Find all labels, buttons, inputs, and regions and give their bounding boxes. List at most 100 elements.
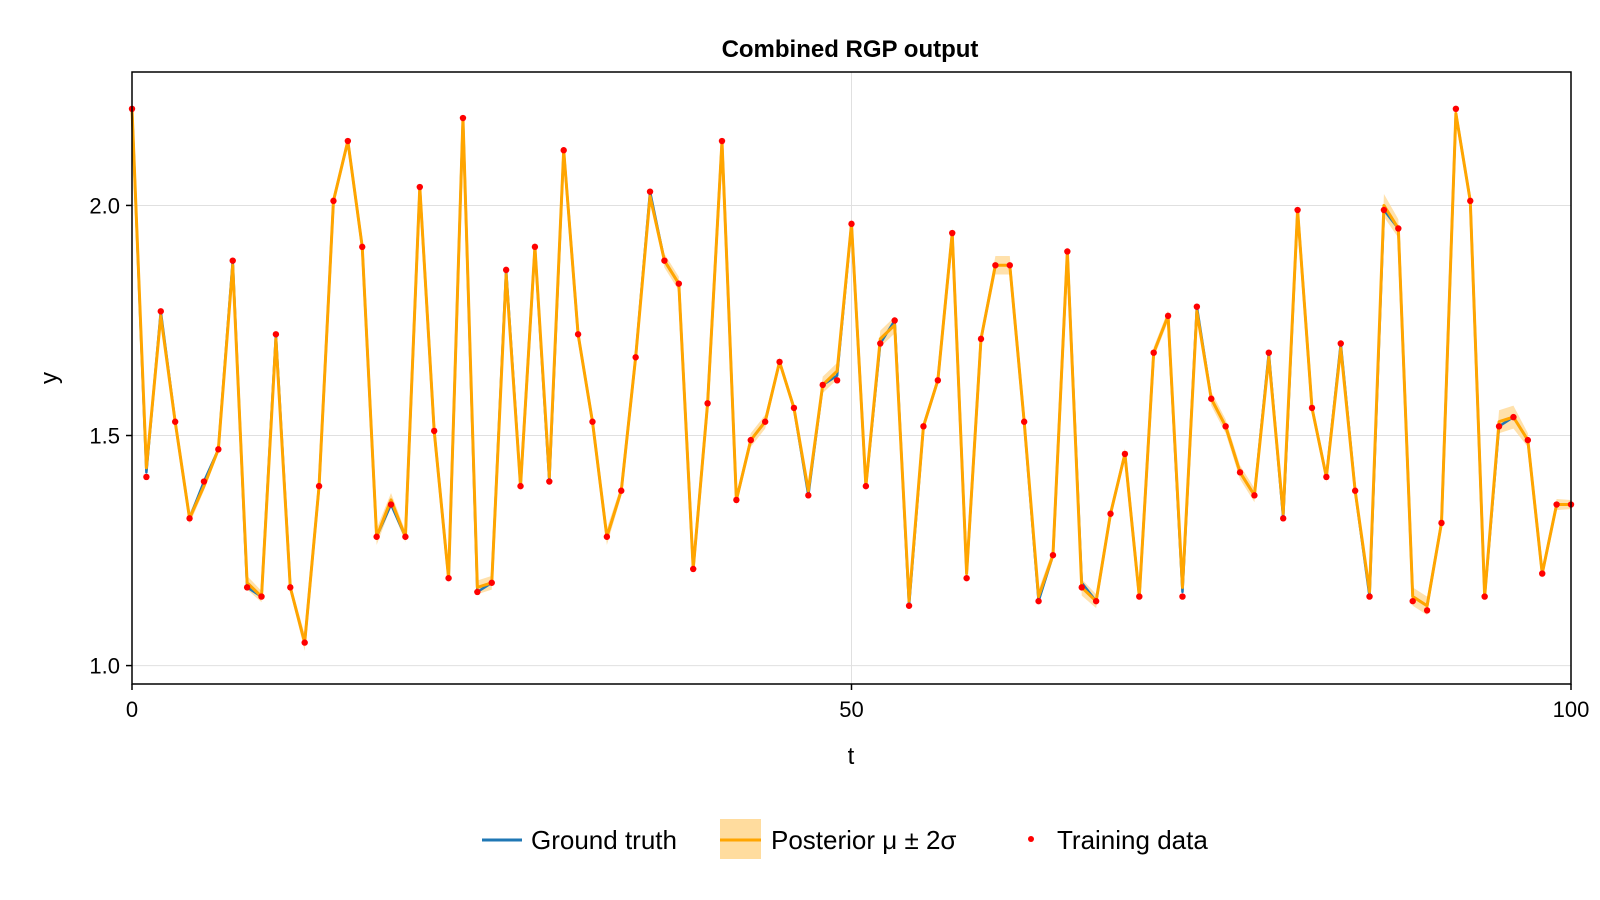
training-point [819, 381, 826, 389]
training-point [704, 400, 711, 407]
training-point [1136, 593, 1143, 600]
training-point [215, 446, 222, 453]
training-point [330, 197, 337, 205]
training-point [1193, 303, 1201, 310]
training-point [186, 515, 193, 522]
training-point [992, 262, 999, 269]
training-point [1553, 501, 1560, 508]
training-point [1351, 487, 1359, 494]
training-point [977, 335, 985, 343]
training-point [1092, 597, 1100, 605]
training-point [661, 257, 668, 264]
training-point [1251, 492, 1258, 499]
y-tick-label: 1.0 [89, 654, 120, 679]
training-point [618, 487, 625, 494]
training-point [733, 496, 740, 504]
training-point [344, 137, 352, 145]
training-point [963, 574, 970, 582]
training-point [373, 533, 380, 540]
training-point [675, 280, 683, 287]
training-point [1078, 584, 1085, 591]
training-point [646, 188, 654, 195]
training-point [934, 377, 942, 384]
training-point [474, 588, 481, 596]
training-point [560, 147, 567, 154]
legend: Ground truth Posterior μ ± 2σ Training d… [482, 819, 1208, 859]
training-point [632, 354, 639, 361]
training-point [258, 593, 265, 600]
training-point [1409, 597, 1416, 605]
training-point [445, 574, 452, 582]
y-tick-label: 2.0 [89, 193, 120, 218]
training-point [157, 308, 164, 315]
training-point [862, 482, 870, 490]
training-point [1452, 105, 1460, 113]
x-tick-label: 100 [1553, 697, 1590, 722]
x-tick-label: 0 [126, 697, 138, 722]
training-point [1380, 206, 1388, 214]
training-point [1294, 206, 1301, 214]
training-point [1438, 519, 1445, 527]
training-point [603, 533, 611, 540]
training-point [1481, 593, 1488, 600]
training-point [1121, 450, 1129, 458]
training-point [1280, 515, 1287, 522]
training-point [1467, 197, 1474, 205]
training-point [1107, 510, 1114, 517]
training-point [1035, 597, 1042, 605]
training-point [517, 482, 524, 490]
training-point [430, 427, 438, 435]
training-point [1308, 404, 1316, 412]
training-point [1323, 473, 1330, 481]
training-point [502, 266, 510, 274]
training-point [690, 565, 697, 573]
training-point [877, 340, 884, 347]
training-point [1150, 349, 1157, 356]
training-point [315, 482, 323, 490]
legend-label-ground-truth: Ground truth [531, 825, 677, 855]
training-point [1495, 423, 1503, 430]
training-point [949, 229, 956, 237]
y-tick-label: 1.5 [89, 424, 120, 449]
training-point [1337, 340, 1344, 347]
y-axis-label: y [36, 372, 63, 384]
x-axis-label: t [848, 743, 855, 770]
training-point [905, 602, 913, 609]
training-point [718, 137, 726, 145]
training-point [243, 584, 251, 591]
training-point [776, 358, 783, 366]
x-tick-label: 50 [839, 697, 863, 722]
training-point [761, 418, 769, 425]
training-point [589, 418, 596, 425]
training-point [920, 423, 927, 430]
training-point [387, 501, 395, 508]
training-point [833, 377, 841, 384]
legend-label-posterior: Posterior μ ± 2σ [771, 825, 956, 855]
training-point [1049, 551, 1057, 559]
legend-swatch-training [1028, 836, 1034, 842]
training-point [1510, 413, 1517, 421]
training-point [287, 584, 294, 591]
training-point [1164, 312, 1172, 320]
training-point [1020, 418, 1028, 425]
training-point [848, 220, 855, 228]
training-point [272, 331, 280, 338]
training-point [359, 243, 366, 251]
training-point [747, 436, 754, 444]
axis-ticks: 0 50 100 1.0 1.5 2.0 [89, 193, 1589, 722]
training-point [1423, 607, 1431, 614]
training-point [1366, 593, 1373, 600]
training-point [229, 257, 236, 264]
training-point [546, 478, 553, 485]
training-point [301, 639, 308, 646]
training-point [1395, 225, 1402, 232]
training-point [891, 317, 898, 324]
training-point [488, 579, 495, 586]
training-point [1006, 262, 1013, 269]
training-point [1236, 469, 1244, 476]
training-point [1064, 248, 1071, 255]
training-point [574, 331, 582, 338]
training-point [200, 478, 208, 485]
training-point [416, 183, 423, 191]
